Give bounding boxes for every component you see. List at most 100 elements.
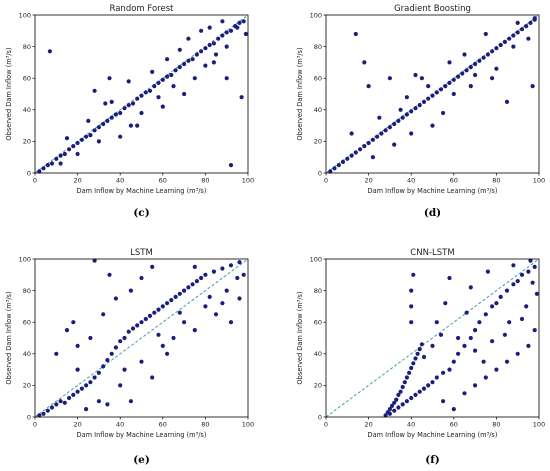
data-point xyxy=(199,49,204,54)
x-tick-label: 100 xyxy=(242,177,254,185)
data-point xyxy=(107,272,112,277)
data-point xyxy=(147,313,153,318)
data-point xyxy=(224,30,229,35)
data-point xyxy=(511,263,516,268)
y-tick-label: 100 xyxy=(310,11,322,19)
x-tick-label: 60 xyxy=(450,421,458,429)
data-point xyxy=(398,389,403,394)
data-point xyxy=(156,332,161,337)
data-point xyxy=(126,103,131,108)
x-axis-label: Dam Inflow by Machine Learning (m³/s) xyxy=(77,431,207,439)
data-point xyxy=(118,110,123,116)
y-tick-label: 0 xyxy=(318,169,322,177)
data-point xyxy=(75,389,80,394)
data-point xyxy=(92,375,97,380)
y-tick-label: 0 xyxy=(27,169,31,177)
data-point xyxy=(237,20,242,25)
data-point xyxy=(515,20,520,25)
data-point xyxy=(366,140,371,146)
data-point xyxy=(54,351,59,356)
y-tick-label: 40 xyxy=(23,350,31,358)
data-point xyxy=(213,52,219,57)
data-point xyxy=(101,121,106,127)
data-point xyxy=(45,408,50,413)
data-point xyxy=(387,76,392,81)
panel-caption: (d) xyxy=(424,207,441,219)
data-point xyxy=(105,402,110,407)
data-point xyxy=(411,361,416,366)
y-tick-label: 20 xyxy=(23,382,31,390)
data-point xyxy=(438,87,444,92)
data-point xyxy=(441,370,446,375)
data-point xyxy=(113,345,118,350)
x-tick-label: 0 xyxy=(33,177,37,185)
data-point xyxy=(362,60,367,65)
data-point xyxy=(101,312,106,317)
data-point xyxy=(392,121,397,127)
data-point xyxy=(64,328,70,333)
data-point xyxy=(182,91,187,97)
data-point xyxy=(413,106,418,111)
data-point xyxy=(456,74,461,79)
data-point xyxy=(389,403,395,408)
data-point xyxy=(186,58,191,63)
data-point xyxy=(507,320,512,325)
x-tick-label: 80 xyxy=(201,421,209,429)
data-point xyxy=(462,391,467,396)
data-point xyxy=(182,61,187,67)
data-point xyxy=(186,285,191,290)
data-point xyxy=(483,375,488,380)
data-point xyxy=(328,169,333,174)
data-point xyxy=(182,320,187,325)
data-point xyxy=(451,77,456,82)
data-point xyxy=(224,288,229,293)
data-point xyxy=(194,279,199,284)
data-point xyxy=(150,264,155,269)
data-point xyxy=(84,407,89,412)
data-point xyxy=(62,151,67,157)
data-point xyxy=(409,365,414,371)
data-point xyxy=(528,258,533,263)
y-tick-label: 40 xyxy=(23,106,31,114)
x-axis-label: Dam Inflow by Machine Learning (m³/s) xyxy=(77,187,207,195)
x-tick-label: 0 xyxy=(324,421,328,429)
x-tick-label: 40 xyxy=(116,421,124,429)
data-point xyxy=(349,153,354,158)
data-point xyxy=(332,166,337,171)
data-point xyxy=(182,288,187,293)
y-tick-label: 100 xyxy=(310,255,322,263)
y-tick-label: 80 xyxy=(23,287,31,295)
data-point xyxy=(434,375,439,380)
data-point xyxy=(241,19,246,24)
data-point xyxy=(456,335,461,341)
x-tick-label: 20 xyxy=(73,421,81,429)
data-point xyxy=(494,301,499,306)
data-point xyxy=(173,68,178,73)
data-point xyxy=(101,364,106,369)
data-point xyxy=(37,413,42,418)
data-point xyxy=(143,90,148,95)
y-tick-label: 0 xyxy=(27,413,31,421)
data-point xyxy=(490,49,495,54)
data-point xyxy=(394,397,399,402)
data-point xyxy=(460,71,465,76)
data-point xyxy=(400,115,405,120)
data-point xyxy=(473,383,478,388)
data-point xyxy=(430,343,435,348)
data-point xyxy=(464,68,469,73)
data-point xyxy=(139,93,144,98)
data-point xyxy=(194,52,199,57)
data-point xyxy=(383,413,388,418)
data-point xyxy=(71,320,76,325)
y-axis-label: Observed Dam Inflow (m³/s) xyxy=(5,291,13,384)
data-point xyxy=(220,33,225,38)
data-point xyxy=(47,49,53,54)
data-point xyxy=(515,279,520,284)
data-point xyxy=(340,159,346,164)
y-tick-label: 20 xyxy=(314,382,322,390)
data-point xyxy=(409,320,414,325)
data-point xyxy=(473,61,478,67)
x-tick-label: 60 xyxy=(159,177,167,185)
data-point xyxy=(345,156,350,161)
